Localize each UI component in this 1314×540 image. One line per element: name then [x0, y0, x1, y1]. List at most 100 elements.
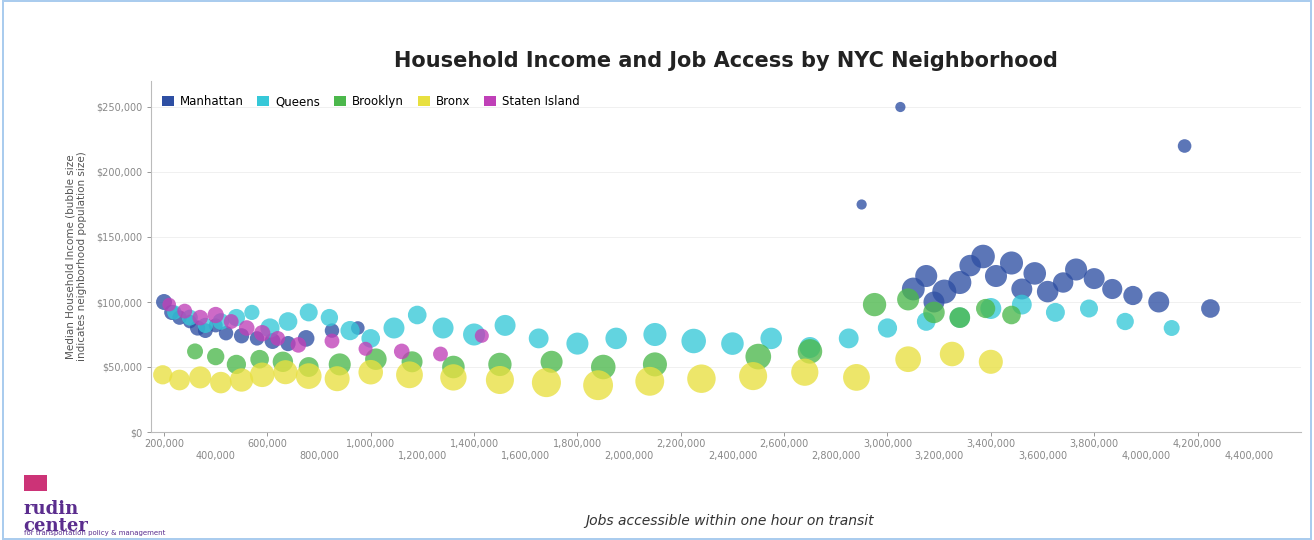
Point: [489, 376, 510, 384]
Point: [384, 323, 405, 332]
Point: [322, 326, 343, 335]
Point: [924, 298, 945, 306]
Point: [205, 352, 226, 361]
Point: [494, 321, 515, 330]
Point: [189, 373, 210, 382]
Point: [916, 317, 937, 326]
Point: [1079, 304, 1100, 313]
Point: [194, 321, 215, 330]
Point: [639, 377, 660, 386]
Point: [1024, 269, 1045, 278]
Point: [742, 372, 763, 380]
Point: [443, 363, 464, 372]
Point: [259, 323, 280, 332]
Point: [1101, 285, 1122, 293]
Point: [799, 347, 820, 356]
Title: Household Income and Job Access by NYC Neighborhood: Household Income and Job Access by NYC N…: [394, 51, 1058, 71]
Point: [175, 307, 196, 315]
Text: for transportation policy & management: for transportation policy & management: [24, 530, 166, 536]
Point: [566, 339, 587, 348]
Y-axis label: Median Household Income (bubble size
indicates neighborhood population size): Median Household Income (bubble size ind…: [66, 152, 88, 361]
Legend: Manhattan, Queens, Brooklyn, Bronx, Staten Island: Manhattan, Queens, Brooklyn, Bronx, Stat…: [156, 90, 585, 113]
Text: center: center: [24, 517, 88, 535]
Point: [330, 360, 351, 369]
Point: [360, 368, 381, 376]
Point: [247, 334, 268, 343]
Point: [365, 355, 386, 363]
Point: [162, 308, 183, 317]
Point: [1066, 265, 1087, 274]
Point: [432, 323, 453, 332]
Point: [949, 278, 970, 287]
Point: [949, 313, 970, 322]
Point: [587, 381, 608, 389]
Point: [1122, 291, 1143, 300]
Point: [298, 363, 319, 372]
Text: Jobs accessible within one hour on transit: Jobs accessible within one hour on trans…: [585, 514, 874, 528]
Point: [1148, 298, 1169, 306]
Point: [1037, 287, 1058, 296]
Point: [154, 298, 175, 306]
Point: [1162, 323, 1183, 332]
Point: [528, 334, 549, 343]
Point: [934, 287, 955, 296]
Point: [252, 329, 273, 338]
Point: [541, 357, 562, 366]
Point: [1001, 310, 1022, 319]
Point: [355, 345, 376, 353]
Point: [1175, 141, 1196, 150]
Point: [876, 323, 897, 332]
Point: [691, 374, 712, 383]
Point: [205, 321, 226, 330]
Point: [972, 252, 993, 261]
Point: [851, 200, 872, 209]
Point: [288, 341, 309, 349]
Point: [261, 336, 283, 345]
Point: [327, 374, 348, 383]
Point: [152, 370, 173, 379]
Point: [298, 308, 319, 317]
Point: [980, 357, 1001, 366]
Point: [170, 376, 191, 384]
Point: [189, 313, 210, 322]
Text: rudin: rudin: [24, 500, 79, 517]
Point: [721, 339, 742, 348]
Point: [205, 310, 226, 319]
Point: [215, 329, 237, 338]
Point: [865, 300, 886, 309]
Point: [1012, 285, 1033, 293]
Point: [296, 334, 317, 343]
Point: [187, 323, 208, 332]
Point: [184, 347, 205, 356]
Point: [464, 330, 485, 339]
Point: [179, 317, 200, 326]
Point: [924, 308, 945, 317]
Point: [272, 357, 293, 366]
Point: [536, 379, 557, 387]
Point: [748, 352, 769, 361]
Point: [250, 355, 271, 363]
Point: [164, 308, 185, 317]
Point: [170, 313, 191, 322]
Point: [472, 332, 493, 340]
Point: [231, 376, 252, 384]
Point: [644, 360, 665, 369]
Point: [407, 310, 428, 319]
Point: [277, 339, 298, 348]
Point: [838, 334, 859, 343]
Point: [890, 103, 911, 111]
Point: [231, 332, 252, 340]
Point: [210, 379, 231, 387]
Point: [1045, 308, 1066, 317]
Point: [846, 373, 867, 382]
Point: [975, 304, 996, 313]
Point: [942, 350, 963, 359]
Point: [959, 261, 980, 270]
Point: [252, 370, 273, 379]
Point: [179, 313, 200, 322]
Point: [242, 308, 263, 317]
Point: [210, 317, 231, 326]
Point: [794, 368, 815, 376]
Point: [683, 336, 704, 345]
Point: [986, 272, 1007, 280]
